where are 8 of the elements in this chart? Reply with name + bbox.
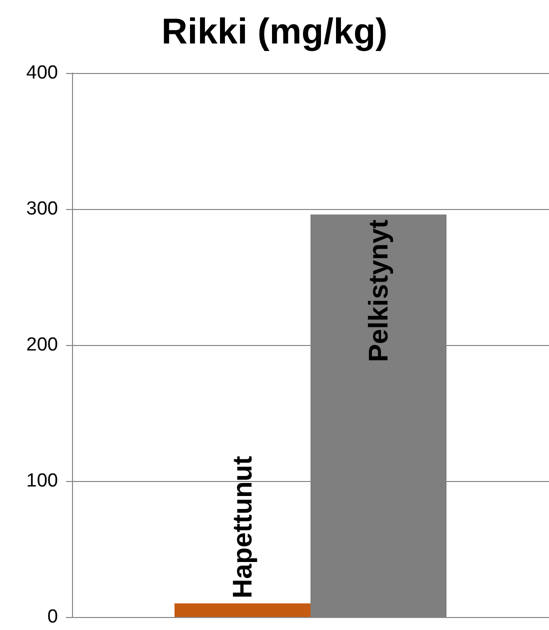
y-tick-label: 200	[26, 334, 58, 356]
y-tick-label: 100	[26, 470, 58, 492]
chart-title: Rikki (mg/kg)	[161, 10, 388, 52]
series-label: Pelkistynyt	[364, 219, 394, 362]
text: Hapettunut	[228, 456, 258, 598]
y-tick-label: 0	[47, 606, 58, 628]
y-tick-label: 300	[26, 198, 58, 220]
y-tick-label: 400	[26, 62, 58, 84]
